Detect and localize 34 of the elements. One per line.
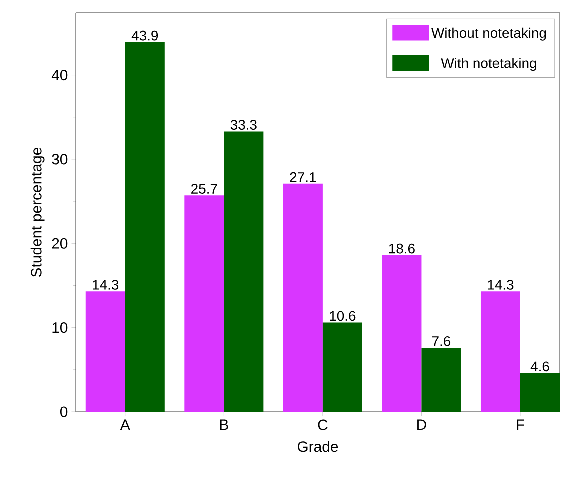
bar bbox=[224, 132, 264, 412]
legend-label: With notetaking bbox=[441, 58, 536, 72]
data-label: 10.6 bbox=[330, 311, 356, 322]
bar bbox=[125, 42, 165, 412]
x-tick-label: F bbox=[517, 420, 524, 430]
data-label: 14.3 bbox=[93, 280, 119, 290]
y-tick-label: 30 bbox=[52, 154, 68, 165]
bar bbox=[480, 292, 520, 412]
bar bbox=[382, 255, 422, 412]
data-label: 18.6 bbox=[389, 244, 415, 254]
bar bbox=[86, 292, 126, 412]
bar bbox=[422, 348, 462, 412]
legend-label: Without notetaking bbox=[432, 28, 546, 41]
data-label: 7.6 bbox=[432, 336, 451, 346]
data-label: 43.9 bbox=[132, 30, 158, 41]
data-label: 4.6 bbox=[530, 362, 550, 372]
data-label: 14.3 bbox=[488, 280, 514, 290]
data-label: 25.7 bbox=[192, 184, 218, 194]
data-label: 33.3 bbox=[230, 120, 257, 130]
x-axis-title: Grade bbox=[298, 441, 338, 452]
x-tick-label: C bbox=[318, 420, 328, 430]
x-tick-label: D bbox=[418, 420, 426, 430]
bar bbox=[184, 196, 224, 412]
data-label: 27.1 bbox=[290, 172, 316, 182]
y-tick-label: 10 bbox=[52, 322, 68, 334]
y-tick-label: 40 bbox=[52, 70, 68, 81]
y-tick-label: 20 bbox=[52, 238, 68, 249]
bar bbox=[322, 322, 362, 412]
y-axis-title: Student percentage bbox=[30, 148, 45, 278]
x-tick-label: B bbox=[220, 420, 228, 430]
bar bbox=[283, 184, 323, 412]
bar bbox=[520, 373, 560, 412]
x-tick-label: A bbox=[120, 420, 130, 430]
y-tick-label: 0 bbox=[60, 406, 68, 418]
